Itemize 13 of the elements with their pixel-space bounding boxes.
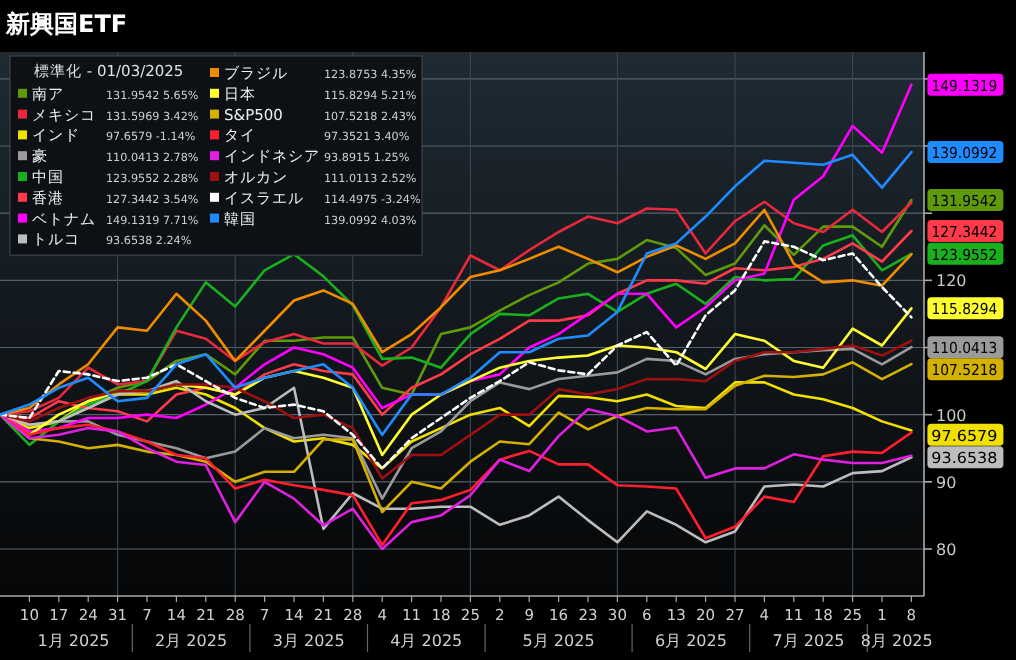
y-tick-label: 120: [936, 272, 967, 291]
text: 3月 2025: [272, 632, 345, 650]
text: 7月 2025: [772, 632, 845, 650]
y-tick-label: 80: [936, 540, 957, 559]
text: 2月 2025: [155, 632, 228, 650]
y-tick-label: 90: [936, 473, 957, 492]
text: 1月 2025: [37, 632, 110, 650]
text: 6月 2025: [654, 632, 727, 650]
text: 8月 2025: [860, 632, 933, 650]
text: 5月 2025: [522, 632, 595, 650]
chart-title: 新興国ETF: [4, 10, 128, 38]
text: 4月 2025: [390, 632, 463, 650]
y-tick-label: 100: [936, 406, 967, 425]
